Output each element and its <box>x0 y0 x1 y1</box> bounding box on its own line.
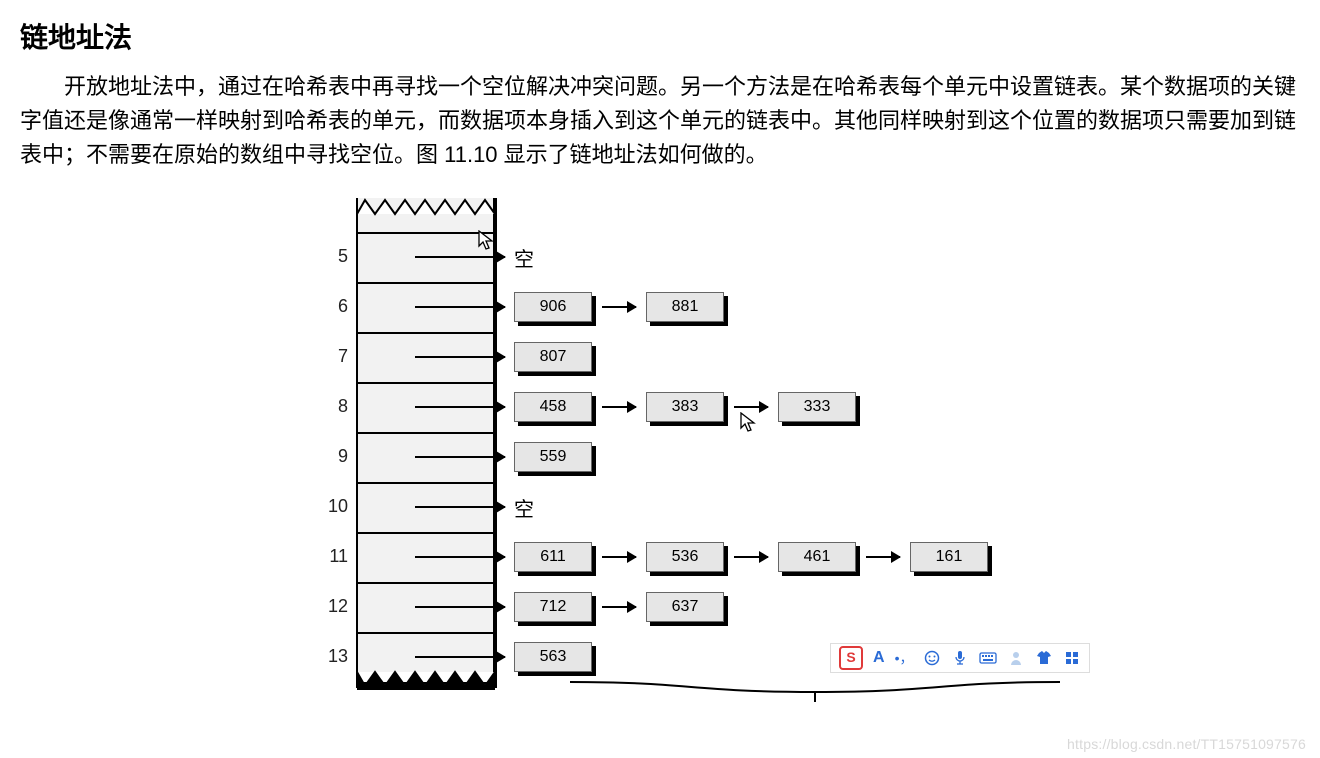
ime-mode-letter[interactable]: A <box>873 649 885 667</box>
arrow-right-icon <box>734 556 768 558</box>
smiley-icon[interactable] <box>923 649 941 667</box>
watermark-text: https://blog.csdn.net/TT15751097576 <box>1067 736 1306 752</box>
row-divider <box>358 432 493 434</box>
arrow-right-icon <box>415 656 505 658</box>
list-node-value: 906 <box>514 292 592 322</box>
grid-icon[interactable] <box>1063 649 1081 667</box>
torn-edge-bottom-icon <box>357 670 495 690</box>
bucket-index: 7 <box>308 346 348 367</box>
bucket-index: 9 <box>308 446 348 467</box>
list-node: 563 <box>514 642 592 672</box>
list-node: 712 <box>514 592 592 622</box>
row-divider <box>358 532 493 534</box>
list-node-value: 559 <box>514 442 592 472</box>
list-node: 161 <box>910 542 988 572</box>
arrow-right-icon <box>602 406 636 408</box>
bucket-index: 11 <box>308 546 348 567</box>
list-node: 807 <box>514 342 592 372</box>
intro-paragraph: 开放地址法中，通过在哈希表中再寻找一个空位解决冲突问题。另一个方法是在哈希表每个… <box>20 70 1300 172</box>
ime-punct-icon[interactable]: •， <box>895 648 914 668</box>
list-node: 461 <box>778 542 856 572</box>
arrow-right-icon <box>415 456 505 458</box>
bucket-chain: 559 <box>514 439 598 475</box>
brace-icon <box>570 680 1060 704</box>
bucket-index: 12 <box>308 596 348 617</box>
arrow-right-icon <box>415 356 505 358</box>
bucket-chain: 906 881 <box>514 289 730 325</box>
list-node-value: 881 <box>646 292 724 322</box>
bucket-chain: 空 <box>514 239 534 275</box>
list-node-value: 712 <box>514 592 592 622</box>
section-title: 链地址法 <box>20 16 1300 56</box>
list-node: 536 <box>646 542 724 572</box>
ime-toolbar[interactable]: SA •， <box>830 643 1090 673</box>
list-node: 881 <box>646 292 724 322</box>
row-divider <box>358 232 493 234</box>
row-divider <box>358 282 493 284</box>
list-node: 333 <box>778 392 856 422</box>
bucket-chain: 563 <box>514 639 598 675</box>
list-node: 611 <box>514 542 592 572</box>
list-node: 637 <box>646 592 724 622</box>
bucket-chain: 空 <box>514 489 534 525</box>
arrow-right-icon <box>602 606 636 608</box>
arrow-right-icon <box>415 406 505 408</box>
list-node: 906 <box>514 292 592 322</box>
list-node: 458 <box>514 392 592 422</box>
bucket-index: 5 <box>308 246 348 267</box>
empty-label: 空 <box>514 243 534 272</box>
bucket-chain: 611 536 461 161 <box>514 539 994 575</box>
list-node-value: 461 <box>778 542 856 572</box>
keyboard-icon[interactable] <box>979 649 997 667</box>
row-divider <box>358 682 493 684</box>
tshirt-icon[interactable] <box>1035 649 1053 667</box>
list-node-value: 807 <box>514 342 592 372</box>
list-node-value: 333 <box>778 392 856 422</box>
row-divider <box>358 632 493 634</box>
list-node-value: 383 <box>646 392 724 422</box>
arrow-right-icon <box>415 506 505 508</box>
hash-chaining-diagram: 5 空 6 906 881 7 807 8 458 383 333 9 559 10 空 11 611 536 46… <box>300 182 1060 702</box>
sogou-logo-icon: S <box>839 646 863 670</box>
arrow-right-icon <box>415 606 505 608</box>
arrow-right-icon <box>866 556 900 558</box>
bucket-index: 6 <box>308 296 348 317</box>
microphone-icon[interactable] <box>951 649 969 667</box>
bucket-chain: 807 <box>514 339 598 375</box>
list-node-value: 458 <box>514 392 592 422</box>
person-icon[interactable] <box>1007 649 1025 667</box>
row-divider <box>358 482 493 484</box>
row-divider <box>358 332 493 334</box>
bucket-index: 10 <box>308 496 348 517</box>
arrow-right-icon <box>415 556 505 558</box>
list-node-value: 563 <box>514 642 592 672</box>
row-divider <box>358 582 493 584</box>
arrow-right-icon <box>415 256 505 258</box>
bucket-chain: 458 383 333 <box>514 389 862 425</box>
hash-table-column <box>356 198 497 688</box>
list-node: 383 <box>646 392 724 422</box>
list-node: 559 <box>514 442 592 472</box>
bucket-index: 13 <box>308 646 348 667</box>
bucket-index: 8 <box>308 396 348 417</box>
bucket-chain: 712 637 <box>514 589 730 625</box>
row-divider <box>358 382 493 384</box>
empty-label: 空 <box>514 493 534 522</box>
arrow-right-icon <box>602 556 636 558</box>
list-node-value: 611 <box>514 542 592 572</box>
arrow-right-icon <box>734 406 768 408</box>
list-node-value: 637 <box>646 592 724 622</box>
arrow-right-icon <box>602 306 636 308</box>
list-node-value: 536 <box>646 542 724 572</box>
list-node-value: 161 <box>910 542 988 572</box>
arrow-right-icon <box>415 306 505 308</box>
torn-edge-top-icon <box>357 196 495 216</box>
